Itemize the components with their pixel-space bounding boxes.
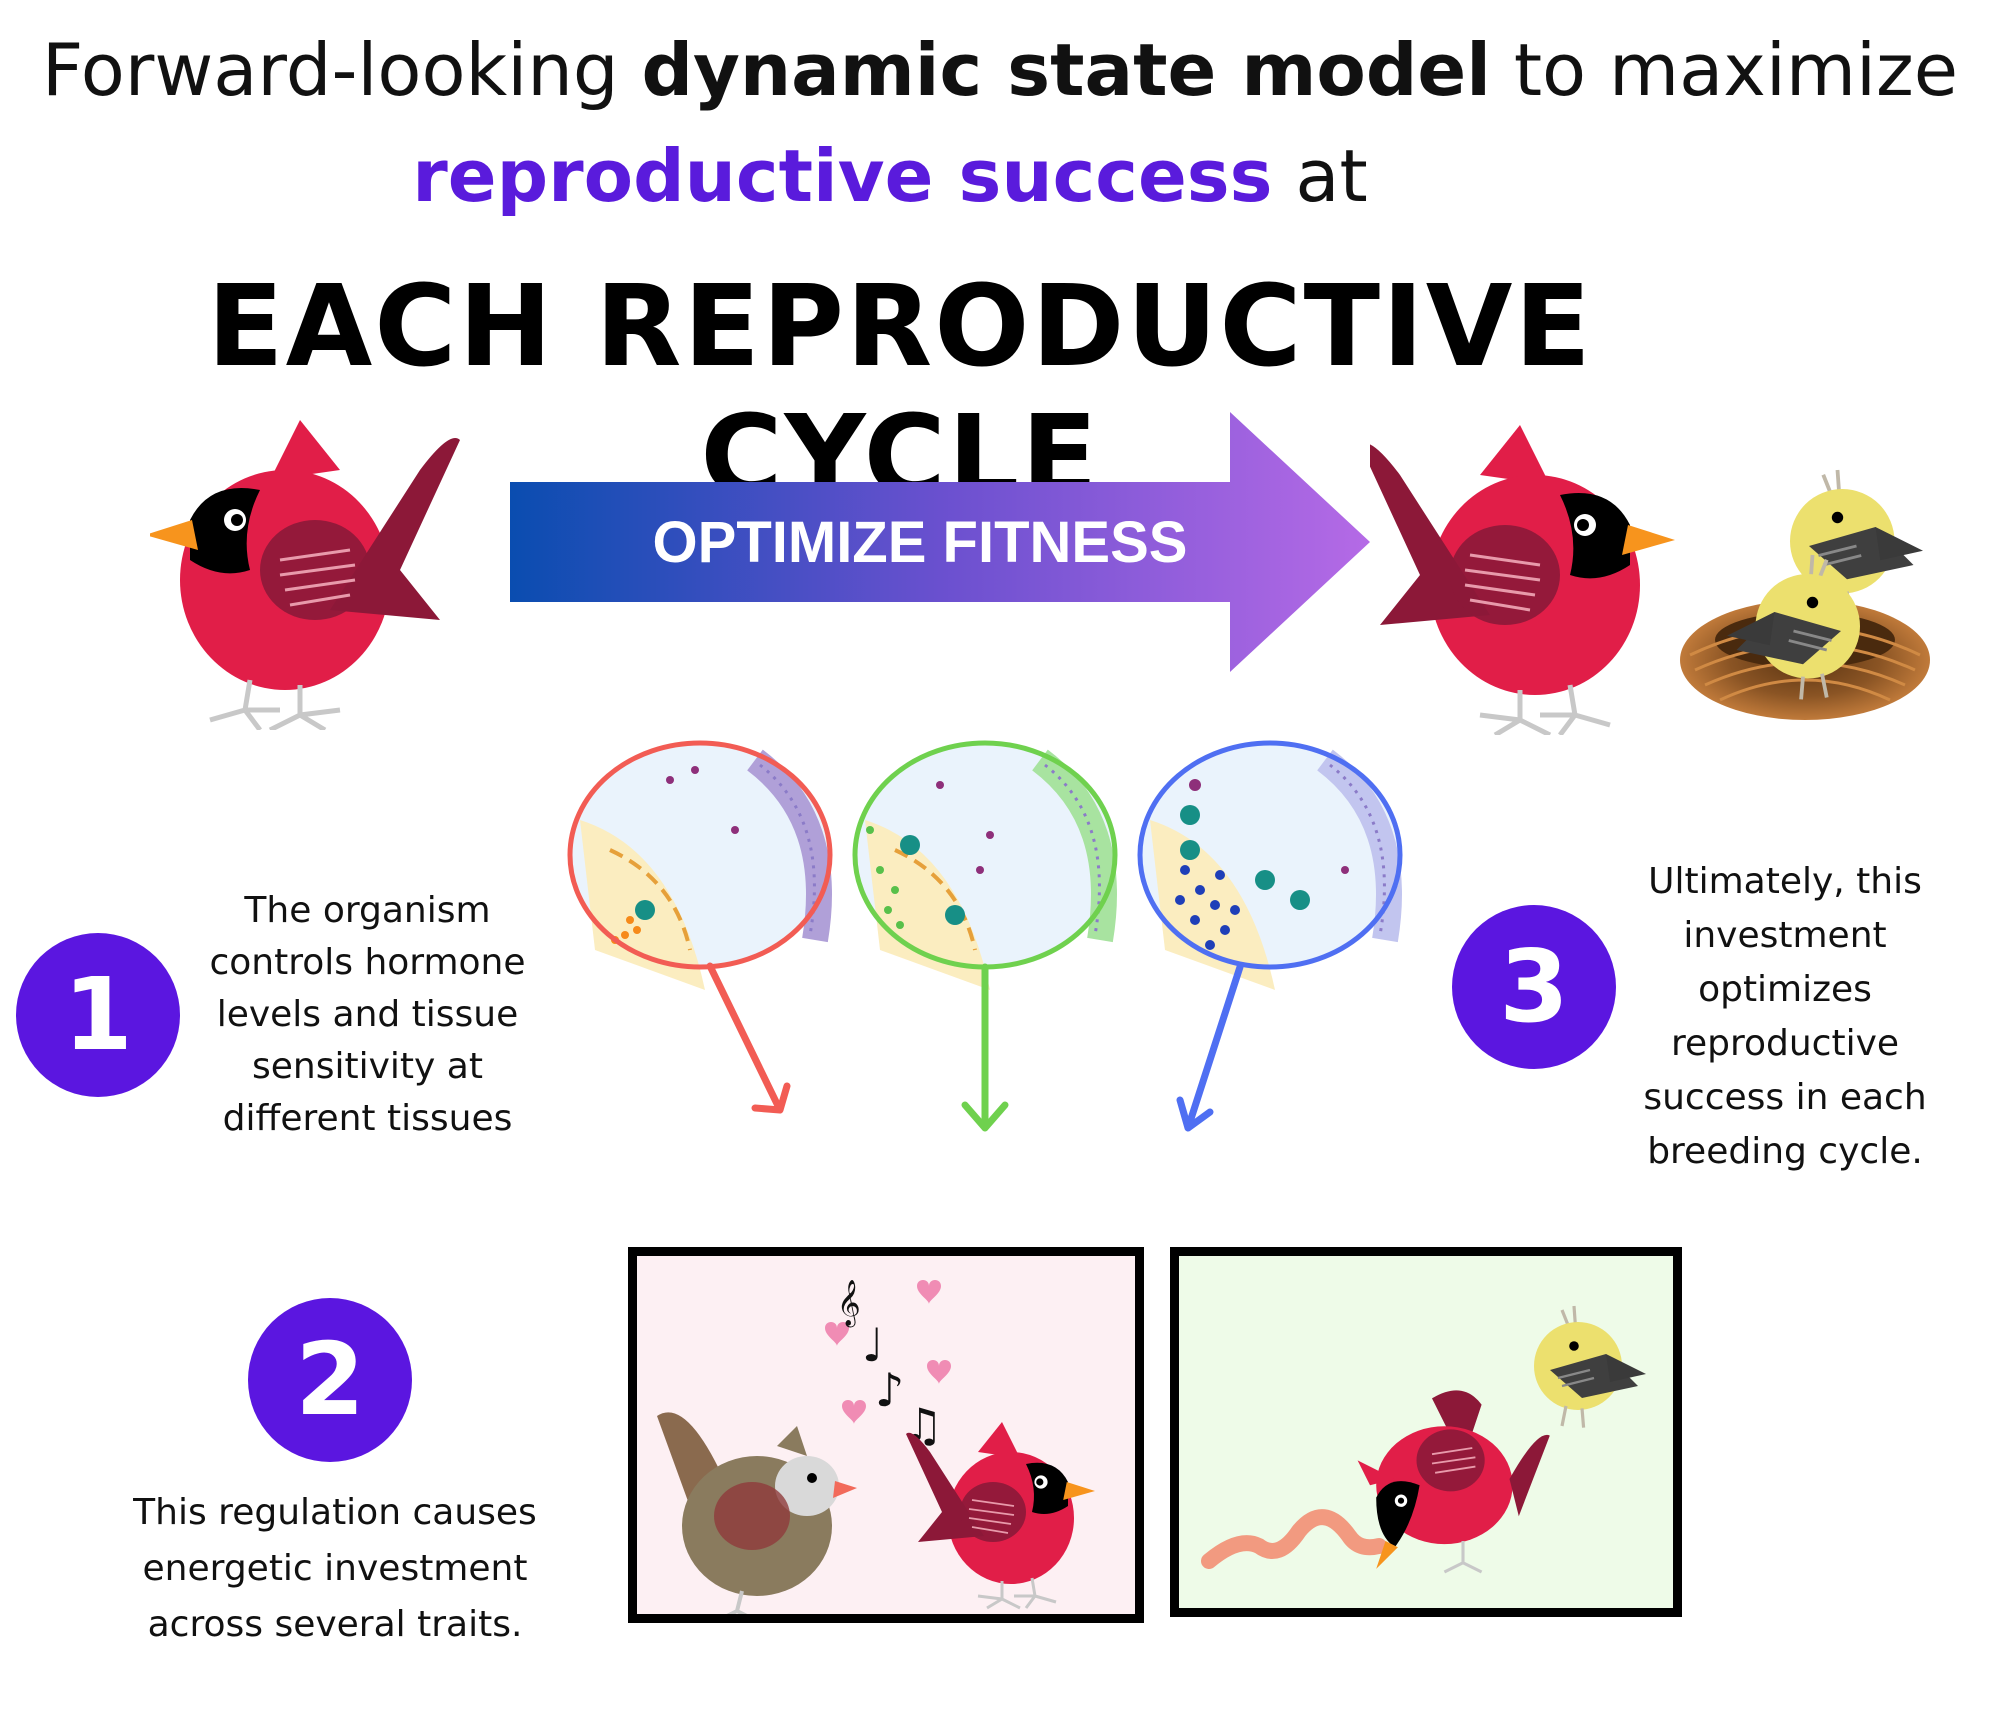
courtship-scene: 𝄞 ♩ ♪ ♫ <box>657 1280 1135 1614</box>
tissue-cells <box>567 740 1403 1132</box>
optimize-fitness-arrow: OPTIMIZE FITNESS <box>510 412 1370 672</box>
title-prefix: Forward-looking <box>41 28 619 112</box>
courtship-panel: 𝄞 ♩ ♪ ♫ <box>628 1247 1144 1623</box>
music-note-icon: ♩ <box>862 1318 884 1372</box>
title-line2-suffix: at <box>1295 134 1368 218</box>
title-headline: EACH REPRODUCTIVE CYCLE <box>207 262 1593 522</box>
female-bird-icon <box>657 1412 857 1614</box>
title-line-1: Forward-looking dynamic state model to m… <box>0 22 2000 118</box>
cell-icon <box>1137 740 1403 1132</box>
title-suffix: to maximize <box>1513 28 1959 112</box>
title-bold: dynamic state model <box>641 28 1491 112</box>
cardinal-bird-icon <box>1357 1390 1550 1574</box>
heart-icon <box>825 1280 951 1424</box>
step-3-text: Ultimately, this investment optimizes re… <box>1643 861 1927 1172</box>
music-note-icon: ♪ <box>875 1363 904 1417</box>
step-1-text: The organism controls hormone levels and… <box>209 890 526 1139</box>
music-note-icon: 𝄞 <box>837 1280 861 1328</box>
cell-icon <box>567 740 833 1114</box>
title-line-2: reproductive success at <box>0 128 1780 224</box>
step-3-badge: 3 <box>1452 905 1616 1069</box>
cardinal-bird-icon <box>1370 415 1690 735</box>
worm-icon <box>1201 1509 1387 1569</box>
chick-icon <box>1532 1304 1648 1430</box>
step-2-badge: 2 <box>248 1298 412 1462</box>
cell-icon <box>852 740 1118 1132</box>
feeding-scene <box>1201 1304 1648 1574</box>
feeding-panel <box>1170 1247 1682 1617</box>
title-accent: reproductive success <box>412 134 1273 218</box>
nest-with-chicks <box>1680 468 1930 720</box>
step-1-badge: 1 <box>16 933 180 1097</box>
arrow-label: OPTIMIZE FITNESS <box>653 510 1188 575</box>
step-2-text: This regulation causes energetic investm… <box>133 1492 537 1645</box>
cardinal-bird-icon <box>150 410 470 730</box>
